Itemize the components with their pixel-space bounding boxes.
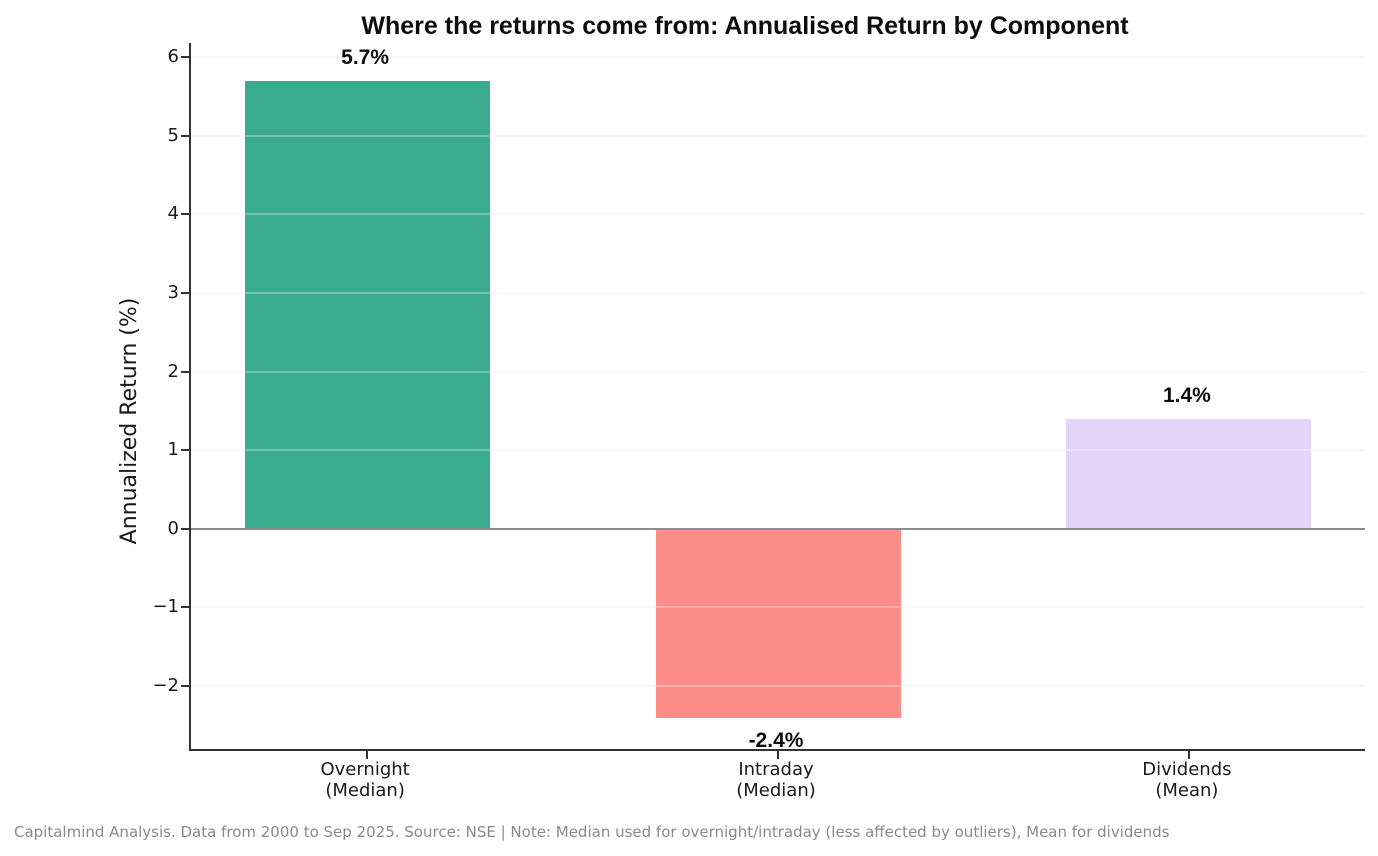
y-tick-mark: [181, 606, 189, 609]
y-tick-label: 6: [167, 46, 179, 68]
gridline-overlay: [191, 56, 1365, 59]
gridline: [191, 292, 1365, 294]
gridline-overlay: [191, 134, 1365, 137]
bar-dividends: [1066, 418, 1312, 529]
bar-value-label: -2.4%: [748, 728, 804, 752]
x-tick-mark: [366, 751, 369, 759]
y-tick-label: 2: [167, 360, 179, 382]
gridline: [191, 134, 1365, 137]
gridline-overlay: [191, 449, 1365, 452]
y-tick-label: 0: [167, 517, 179, 539]
gridline: [191, 370, 1365, 373]
y-tick-label: 1: [167, 439, 179, 461]
bar-overnight: [244, 80, 490, 529]
x-tick-label: Dividends (Mean): [1142, 759, 1232, 801]
y-tick-label: 4: [167, 203, 179, 225]
gridline-overlay: [191, 213, 1365, 216]
y-tick-label: 5: [167, 124, 179, 146]
y-tick-label: 3: [167, 282, 179, 303]
y-tick-mark: [181, 449, 189, 452]
y-tick-mark: [181, 527, 189, 530]
plot-area: [181, 43, 1365, 759]
bar-value-label: 5.7%: [341, 45, 390, 69]
bar-intraday: [655, 528, 901, 718]
x-tick-label: Overnight (Median): [320, 759, 410, 801]
x-tick-mark: [1187, 751, 1190, 759]
y-tick-label: −1: [152, 596, 179, 618]
bar-value-label: 1.4%: [1162, 383, 1211, 407]
gridline-overlay: [191, 370, 1365, 373]
x-tick-mark: [777, 751, 779, 759]
y-tick-mark: [181, 292, 189, 294]
chart-title: Where the returns come from: Annualised …: [361, 12, 1129, 40]
gridline-overlay: [191, 685, 1365, 688]
gridline: [191, 213, 1365, 216]
y-tick-mark: [181, 134, 189, 137]
y-tick-mark: [181, 213, 189, 216]
source-note: Capitalmind Analysis. Data from 2000 to …: [14, 823, 1170, 841]
gridline-overlay: [191, 292, 1365, 294]
y-tick-label: −2: [152, 675, 179, 697]
y-tick-mark: [181, 685, 189, 688]
x-tick-label: Intraday (Median): [736, 759, 816, 801]
gridline: [191, 449, 1365, 452]
y-tick-mark: [181, 370, 189, 373]
gridline: [191, 56, 1365, 59]
zero-axis-line: [191, 527, 1365, 530]
gridline-overlay: [191, 606, 1365, 609]
y-tick-mark: [181, 56, 189, 59]
